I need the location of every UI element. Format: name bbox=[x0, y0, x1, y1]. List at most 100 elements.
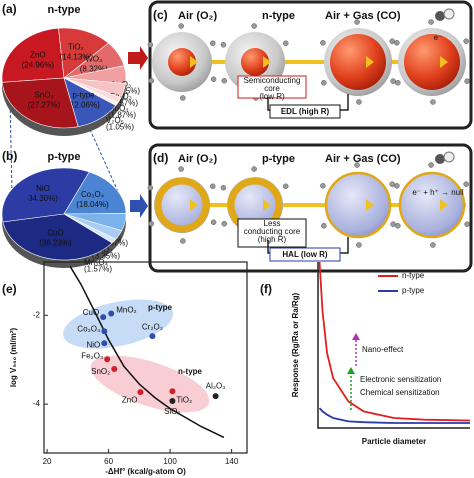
slice-value: (27.27%) bbox=[28, 100, 61, 109]
x-tick-label: 60 bbox=[104, 457, 113, 466]
data-point bbox=[100, 314, 107, 321]
panel-label: (a) bbox=[2, 2, 17, 16]
adsorbate bbox=[178, 166, 184, 172]
slice-value: (4.57%) bbox=[110, 99, 138, 108]
carrier-label: e⁻ + h⁺ → null bbox=[412, 188, 464, 197]
grain-shell bbox=[324, 171, 392, 239]
adsorbate bbox=[430, 99, 436, 105]
flow-head bbox=[190, 56, 198, 68]
adsorbate bbox=[251, 166, 257, 172]
annotation: Electronic sensitization bbox=[360, 375, 441, 384]
point-label: SnO₂ bbox=[91, 367, 110, 376]
adsorbate bbox=[356, 242, 362, 248]
point-label: Al₂O₃ bbox=[206, 381, 226, 390]
series-line bbox=[318, 261, 471, 422]
grain-core bbox=[154, 177, 210, 233]
slice-value: (14.13%) bbox=[60, 52, 93, 61]
point-label: NiO bbox=[87, 340, 101, 349]
grain-core bbox=[400, 173, 464, 237]
series-label: n-type bbox=[178, 367, 203, 376]
annotation: Nano-effect bbox=[362, 345, 404, 354]
point-label: Co₃O₄ bbox=[77, 324, 100, 333]
gas-label: Air (O₂) bbox=[178, 10, 217, 22]
grain-core bbox=[330, 34, 386, 90]
flow-head bbox=[263, 199, 271, 211]
adsorbate bbox=[320, 40, 326, 46]
slice-value: (36.23%) bbox=[39, 239, 72, 248]
slice-value: (6.07%) bbox=[100, 239, 128, 248]
point-label: CuO bbox=[83, 308, 99, 317]
data-point bbox=[212, 393, 219, 400]
adsorbate bbox=[354, 162, 360, 168]
slice-label: SnO₂ bbox=[34, 90, 53, 99]
arrow bbox=[130, 194, 148, 218]
flow-head bbox=[190, 199, 198, 211]
data-point bbox=[101, 328, 108, 335]
y-axis-label: Response (Rg/Ra or Ra/Rg) bbox=[291, 292, 300, 397]
slice-value: (1.87%) bbox=[108, 111, 136, 120]
adsorbate bbox=[220, 184, 227, 191]
adsorbate bbox=[430, 242, 436, 248]
slice-label: Co₃O₄ bbox=[81, 190, 104, 199]
adsorbate bbox=[395, 223, 401, 229]
connector bbox=[9, 94, 13, 197]
layer-frame bbox=[269, 104, 341, 119]
adsorbate bbox=[210, 219, 217, 226]
x-tick-label: 140 bbox=[225, 457, 239, 466]
adsorbate bbox=[210, 76, 217, 83]
pie-title: n-type bbox=[48, 4, 81, 16]
panel-frame bbox=[148, 0, 473, 130]
adsorbate bbox=[180, 95, 186, 101]
point-label: Cr₂O₃ bbox=[142, 322, 163, 331]
grain-core bbox=[241, 48, 269, 76]
adsorbate bbox=[428, 19, 434, 25]
p-type-region bbox=[63, 299, 173, 349]
x-tick-label: 100 bbox=[163, 457, 177, 466]
flow-head bbox=[263, 56, 271, 68]
carrier-label: e⁻ bbox=[434, 33, 443, 42]
panel-frame bbox=[148, 143, 473, 273]
adsorbate bbox=[221, 77, 228, 84]
grain-core bbox=[326, 173, 390, 237]
adsorbate bbox=[390, 78, 396, 84]
pie-slice bbox=[1, 167, 90, 223]
layer-frame bbox=[269, 247, 341, 262]
legend-label: p-type bbox=[402, 286, 425, 295]
adsorbate bbox=[464, 221, 470, 227]
adsorbate bbox=[463, 38, 469, 44]
molecule bbox=[443, 8, 455, 20]
adsorbate bbox=[320, 183, 326, 189]
slice-label: Mn₃O₄ bbox=[84, 258, 108, 267]
core-frame bbox=[237, 75, 307, 99]
slice-label: V₂O₅ bbox=[106, 116, 124, 125]
slice-value: (3.35%) bbox=[92, 252, 120, 261]
slice-value: (8.32%) bbox=[80, 65, 108, 74]
data-point bbox=[111, 366, 118, 373]
adsorbate bbox=[147, 184, 154, 191]
slice-label: CuO bbox=[47, 229, 63, 238]
slice-value: (12.06%) bbox=[67, 101, 100, 110]
adsorbate bbox=[180, 238, 186, 244]
data-point bbox=[137, 389, 144, 396]
adsorbate bbox=[428, 162, 434, 168]
adsorbate bbox=[390, 221, 396, 227]
n-type-region bbox=[90, 355, 210, 413]
core-label: (high R) bbox=[258, 235, 287, 244]
slice-label: TiO₂ bbox=[68, 42, 84, 51]
adsorbate bbox=[389, 181, 395, 187]
slice-label: WO₃ bbox=[85, 55, 102, 64]
panel-label: (f) bbox=[260, 282, 272, 296]
adsorbate bbox=[251, 23, 257, 29]
point-label: TiO₂ bbox=[176, 395, 192, 404]
slice-label: MoO₃ bbox=[108, 104, 129, 113]
adsorbate bbox=[389, 38, 395, 44]
grain-core bbox=[168, 48, 196, 76]
slice-label: Fe₂O₃ bbox=[110, 92, 132, 101]
pie-slice bbox=[2, 213, 113, 261]
grain-shell bbox=[154, 177, 210, 233]
adsorbate bbox=[394, 40, 400, 46]
adsorbate bbox=[356, 99, 362, 105]
series-label: p-type bbox=[148, 303, 173, 312]
annotation: Chemical sensitization bbox=[360, 388, 440, 397]
core-label: Less bbox=[264, 219, 281, 228]
